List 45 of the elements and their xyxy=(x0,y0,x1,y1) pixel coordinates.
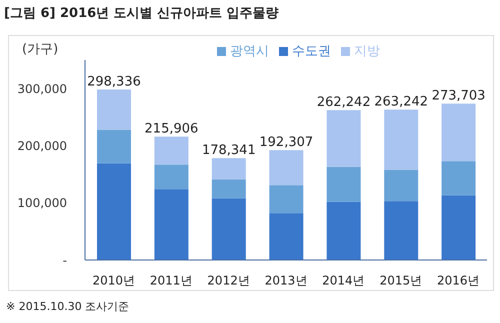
y-tick-label: 100,000 xyxy=(17,196,67,210)
x-tick-label: 2011년 xyxy=(150,274,192,288)
bar xyxy=(269,185,304,214)
legend-label: 지방 xyxy=(354,44,380,59)
bar xyxy=(442,104,476,162)
bar xyxy=(326,110,361,167)
legend-label: 수도권 xyxy=(292,44,331,59)
total-label: 263,242 xyxy=(374,94,428,110)
x-tick-label: 2013년 xyxy=(264,274,308,288)
x-tick-label: 2016년 xyxy=(437,274,480,288)
bar xyxy=(326,202,361,260)
text: ※ 2015.10.30 조사기준 xyxy=(6,299,130,314)
x-tick-label: 2010년 xyxy=(92,274,135,288)
bar xyxy=(154,189,188,260)
bar xyxy=(212,198,246,260)
bar xyxy=(97,130,131,164)
total-label: 192,307 xyxy=(259,135,314,150)
y-tick-label: - xyxy=(62,253,67,268)
total-label: 262,242 xyxy=(316,95,371,110)
x-tick-label: 2014년 xyxy=(322,274,365,288)
bar xyxy=(384,110,418,170)
y-tick-label: 200,000 xyxy=(17,138,67,153)
bar xyxy=(154,164,188,190)
bar xyxy=(269,150,304,186)
x-tick-label: 2012년 xyxy=(207,274,250,288)
chart-title: [그림 6] 2016년 도시별 신규아파트 입주물량 xyxy=(4,5,279,22)
total-label: 215,906 xyxy=(144,122,198,137)
x-tick-label: 2015년 xyxy=(380,274,422,288)
y-tick-label: 300,000 xyxy=(17,82,67,96)
bar xyxy=(97,163,131,260)
bar xyxy=(326,166,361,202)
total-label: 298,336 xyxy=(87,74,141,90)
bar xyxy=(212,158,246,180)
y-axis-title: (가구) xyxy=(22,41,58,58)
bar xyxy=(97,90,131,130)
legend-label: 광역시 xyxy=(230,44,269,59)
total-label: 273,703 xyxy=(432,88,486,104)
bar xyxy=(442,161,476,196)
bar xyxy=(384,170,418,202)
bar xyxy=(269,213,304,260)
bar xyxy=(154,136,188,165)
bar xyxy=(442,195,476,260)
total-label: 178,341 xyxy=(202,143,256,158)
bar xyxy=(212,179,246,198)
bar xyxy=(384,201,418,260)
